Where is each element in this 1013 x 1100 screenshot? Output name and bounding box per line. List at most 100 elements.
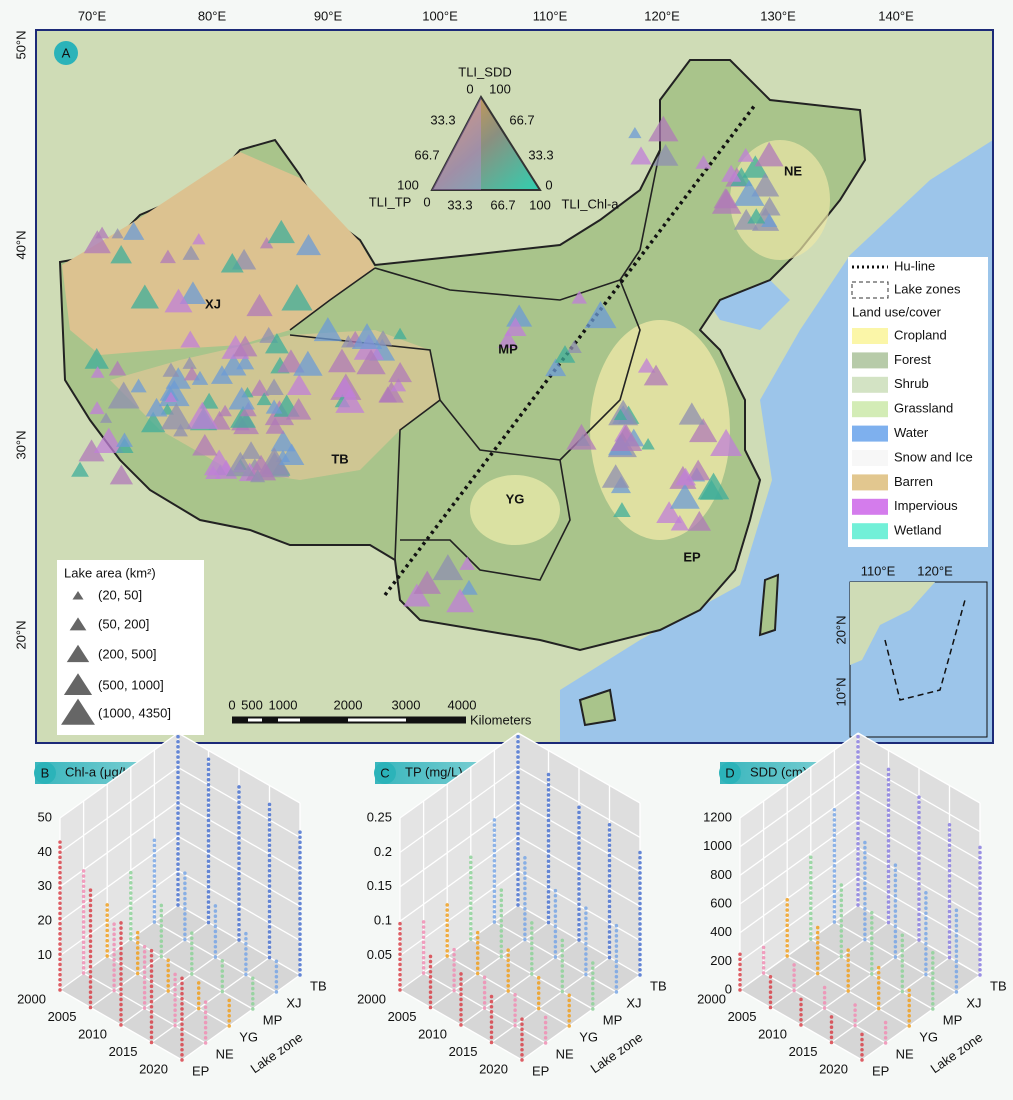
lon-tick: 80°E [198,8,227,23]
grid-line [430,921,549,1009]
lake-marker [390,378,407,392]
lake-marker [341,335,356,348]
y-tick-label: 10 [38,947,52,962]
lake-markers [71,115,784,613]
y-tick-label: 1000 [703,838,732,853]
lake-marker [566,340,582,354]
lake-marker [545,358,567,377]
lake-marker [246,293,273,317]
size-key [61,698,95,725]
lake-marker [265,399,283,414]
grid-line [59,801,179,888]
lake-marker [186,401,219,429]
lake-marker [761,213,778,227]
lake-marker [652,143,679,166]
grid-line [59,904,179,991]
legend-label: Wetland [894,523,941,538]
lake-marker [648,115,679,142]
lake-marker [733,208,759,230]
lake-marker [265,417,285,434]
legend-label: Snow and Ice [894,449,973,464]
ternary-tick: 66.7 [490,197,515,212]
lake-marker [145,397,168,417]
lake-marker [754,141,784,167]
lake-marker [220,253,244,273]
grid-line [120,939,240,1026]
size-label: (500, 1000] [98,677,164,692]
lake-marker [296,234,321,256]
ternary-tick: 100 [489,81,511,96]
grid-line [800,939,920,1026]
zone-tick-label: NE [896,1046,914,1061]
size-key [69,617,87,631]
ternary-tick: 66.7 [414,147,439,162]
lake-marker [613,408,627,420]
x-tick-label: 2005 [728,1009,757,1024]
legend-swatch [852,401,888,418]
lake-marker [733,179,765,206]
lake-marker [689,418,718,443]
x-tick-label: 2015 [789,1044,818,1059]
badge [719,762,741,784]
lake-marker [267,219,295,244]
inset-lat: 20°N [833,615,848,644]
lake-marker [601,464,630,488]
grid-line [831,956,950,1044]
badge-label: C [380,765,389,780]
lake-marker [179,281,207,304]
lake-marker [160,402,192,430]
lake-marker [71,461,89,477]
y-tick-label: 0 [725,981,732,996]
lake-marker [250,469,266,483]
y-tick-label: 200 [710,953,732,968]
legend-swatch [852,450,888,466]
x-tick-label: 2020 [479,1061,508,1076]
lake-marker [192,433,218,456]
lake-marker [293,350,323,376]
legend-label: Lake zones [894,281,961,296]
lake-marker [256,392,272,406]
inset [849,581,988,738]
inset-lon: 110°E [861,563,896,578]
ternary-axis: TLI_Chl-a [561,196,619,211]
grid-line [399,904,519,991]
lake-marker [233,335,258,357]
lake-marker [711,188,742,214]
y-tick-label: 1200 [703,809,732,824]
y-tick-label: 400 [710,924,732,939]
lake-marker [656,501,682,524]
lon-tick: 110°E [533,8,568,23]
lake-marker [205,465,222,480]
zone-tick-label: NE [556,1046,574,1061]
ternary-tick: 0 [545,177,552,192]
grid-line [739,875,859,962]
y-tick-label: 50 [38,809,52,824]
lake-marker [504,317,527,337]
badge-label: B [41,765,50,780]
lake-marker [240,441,262,459]
size-key [66,644,90,663]
lake-marker [669,483,700,509]
lake-marker [675,467,697,486]
badge-label: D [725,765,734,780]
lake-marker [373,330,393,346]
size-label: (50, 200] [98,616,149,631]
lon-tick: 120°E [644,8,680,23]
lake-marker [641,438,655,450]
y-tick-label: 0.2 [374,844,392,859]
lake-marker [199,392,219,409]
lake-marker [710,428,743,457]
lon-tick: 70°E [78,8,107,23]
lake-marker [270,430,296,452]
grid-line [399,801,519,888]
lake-marker [162,362,180,377]
legend-swatch [852,425,888,442]
lake-marker [628,126,642,139]
inset-lon: 120°E [917,563,953,578]
lake-marker [747,208,766,224]
lon-tick: 100°E [422,8,458,23]
lon-tick: 140°E [878,8,914,23]
legend-swatch [852,376,888,393]
badge [54,41,78,65]
